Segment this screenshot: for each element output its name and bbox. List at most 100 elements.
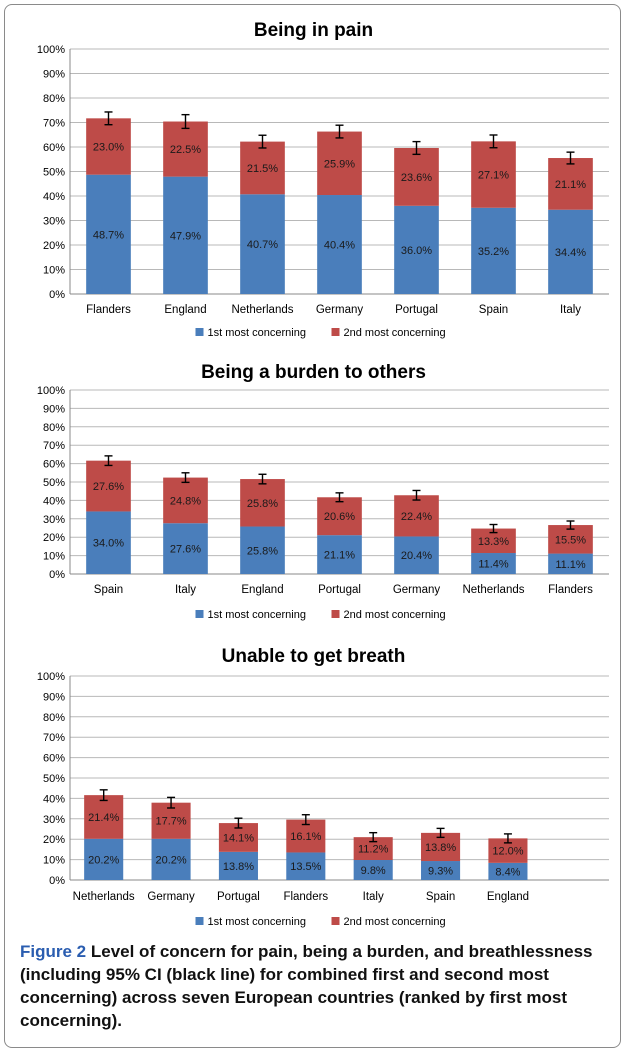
y-tick-label: 70%: [43, 440, 65, 452]
data-label: 34.0%: [93, 538, 124, 550]
data-label: 9.8%: [361, 865, 386, 877]
chart-title: Being a burden to others: [201, 362, 426, 383]
legend-swatch-second: [331, 917, 340, 925]
chart-unable-to-get-breath: Unable to get breath 0% 10% 20% 30% 40% 50% 60%…: [37, 646, 609, 928]
legend-label-second: 2nd most concerning: [344, 327, 446, 339]
bar-second-netherlands: [84, 795, 124, 839]
figure-caption: Figure 2 Level of concern for pain, bein…: [20, 940, 610, 1032]
bar-first-germany: [394, 536, 439, 574]
data-label: 20.2%: [155, 854, 186, 866]
bar-second-portugal: [317, 497, 362, 536]
data-label: 16.1%: [290, 831, 321, 843]
data-label: 25.8%: [247, 545, 278, 557]
bar-second-flanders: [548, 525, 593, 554]
y-tick-label: 40%: [43, 191, 65, 203]
data-label: 14.1%: [223, 832, 254, 844]
data-label: 21.4%: [88, 812, 119, 824]
y-tick-label: 70%: [43, 118, 65, 130]
bar-second-england: [240, 479, 285, 527]
x-category-label: Portugal: [217, 891, 260, 903]
data-label: 13.5%: [290, 861, 321, 873]
bar-first-portugal: [394, 205, 439, 294]
chart-being-in-pain: Being in pain 0% 10% 20% 30% 40% 50% 60% 70% 80% 9…: [37, 20, 609, 339]
y-tick-label: 80%: [43, 422, 65, 434]
data-label: 11.1%: [555, 559, 586, 571]
y-tick-label: 30%: [43, 216, 65, 228]
x-category-label: Netherlands: [462, 584, 524, 596]
data-label: 20.2%: [88, 854, 119, 866]
x-category-label: Germany: [316, 304, 364, 316]
data-label: 23.6%: [401, 172, 432, 184]
bar-second-england: [163, 121, 208, 177]
bar-second-spain: [471, 141, 516, 208]
y-tick-label: 20%: [43, 532, 65, 544]
y-tick-label: 90%: [43, 403, 65, 415]
bar-first-italy: [163, 523, 208, 574]
bar-second-germany: [151, 802, 191, 839]
bar-first-flanders: [286, 852, 326, 880]
legend-label-first: 1st most concerning: [208, 609, 306, 621]
bar-second-portugal: [394, 147, 439, 206]
caption-label: Figure 2: [20, 942, 87, 961]
y-tick-label: 40%: [43, 793, 65, 805]
data-label: 8.4%: [495, 866, 520, 878]
data-label: 22.5%: [170, 144, 201, 156]
y-tick-label: 20%: [43, 240, 65, 252]
data-label: 27.1%: [478, 170, 509, 182]
x-category-label: England: [487, 891, 529, 903]
bar-first-spain: [86, 511, 131, 574]
data-label: 24.8%: [170, 495, 201, 507]
y-tick-label: 90%: [43, 691, 65, 703]
x-category-label: Germany: [393, 584, 441, 596]
legend-swatch-first: [195, 917, 204, 925]
bar-second-netherlands: [240, 141, 285, 195]
y-tick-label: 100%: [37, 671, 65, 683]
x-category-label: Italy: [560, 304, 581, 316]
y-tick-label: 10%: [43, 265, 65, 277]
data-label: 47.9%: [170, 230, 201, 242]
y-tick-label: 90%: [43, 69, 65, 81]
data-label: 22.4%: [401, 511, 432, 523]
data-label: 13.8%: [425, 842, 456, 854]
y-tick-label: 60%: [43, 142, 65, 154]
data-label: 15.5%: [555, 534, 586, 546]
legend-label-first: 1st most concerning: [208, 916, 306, 928]
data-label: 20.6%: [324, 511, 355, 523]
bar-first-portugal: [317, 535, 362, 574]
y-tick-label: 30%: [43, 514, 65, 526]
y-tick-label: 20%: [43, 834, 65, 846]
data-label: 35.2%: [478, 246, 509, 258]
bar-first-england: [240, 526, 285, 574]
bar-second-flanders: [86, 118, 131, 175]
data-label: 23.0%: [93, 142, 124, 154]
chart-burden-to-others: Being a burden to others 0% 10% 20% 30% 40% 50…: [37, 362, 609, 621]
x-category-label: Flanders: [548, 584, 593, 596]
y-tick-label: 100%: [37, 44, 65, 56]
y-tick-label: 60%: [43, 753, 65, 765]
bar-second-spain: [86, 460, 131, 512]
legend-label-second: 2nd most concerning: [344, 916, 446, 928]
y-tick-label: 70%: [43, 732, 65, 744]
data-label: 40.7%: [247, 239, 278, 251]
legend-swatch-second: [331, 328, 340, 336]
bar-first-italy: [548, 209, 593, 294]
data-label: 21.5%: [247, 163, 278, 175]
caption-text: Level of concern for pain, being a burde…: [20, 942, 593, 1030]
y-tick-label: 50%: [43, 167, 65, 179]
x-category-label: Flanders: [86, 304, 131, 316]
x-category-label: Portugal: [318, 584, 361, 596]
chart-title: Being in pain: [254, 20, 373, 41]
bar-second-italy: [548, 158, 593, 210]
data-label: 48.7%: [93, 229, 124, 241]
bar-first-germany: [151, 838, 191, 880]
x-category-label: England: [164, 304, 206, 316]
y-tick-label: 50%: [43, 477, 65, 489]
legend-label-second: 2nd most concerning: [344, 609, 446, 621]
y-tick-label: 10%: [43, 551, 65, 563]
legend-label-first: 1st most concerning: [208, 327, 306, 339]
legend-swatch-first: [195, 610, 204, 618]
x-category-label: Spain: [426, 891, 455, 903]
bar-first-netherlands: [240, 194, 285, 294]
y-tick-label: 30%: [43, 814, 65, 826]
x-category-label: Italy: [363, 891, 384, 903]
